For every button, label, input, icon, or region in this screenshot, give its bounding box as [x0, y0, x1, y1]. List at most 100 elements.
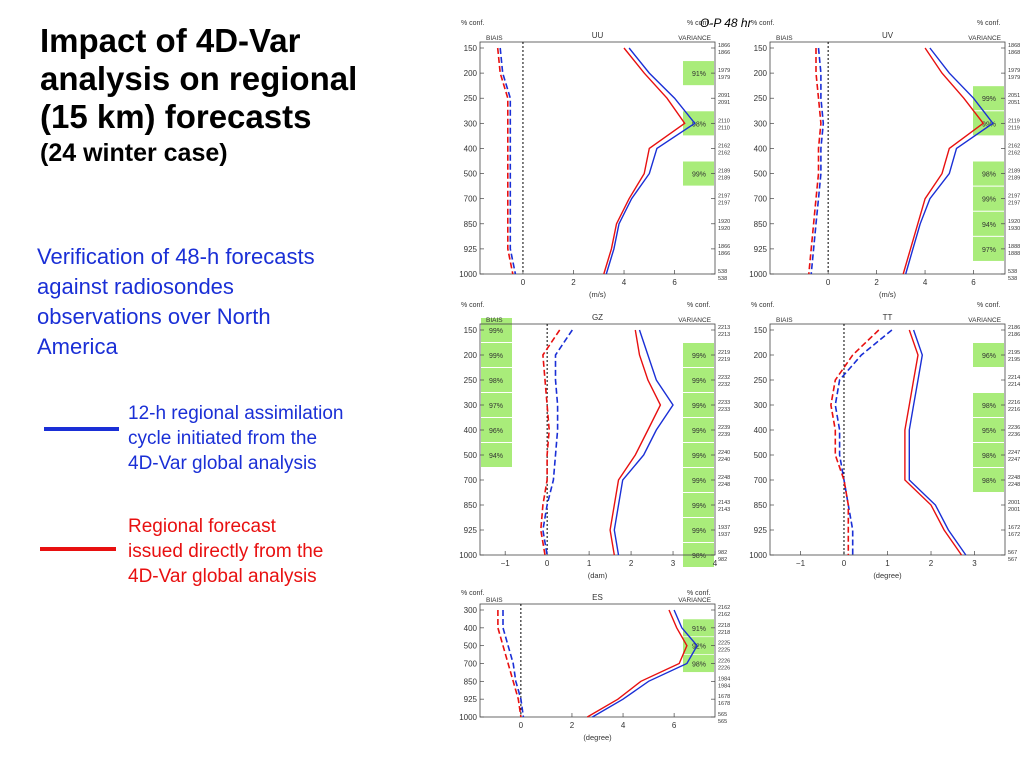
significance-box	[683, 343, 714, 367]
count-label: 2189	[718, 169, 730, 175]
count-label: 1979	[1008, 68, 1020, 74]
count-label: 2195	[1008, 350, 1020, 356]
count-label: 2216	[1008, 407, 1020, 413]
significance-label: 98%	[692, 553, 706, 560]
level-tick-label: 500	[754, 170, 768, 179]
x-tick-label: 0	[519, 721, 524, 730]
count-label: 2186	[1008, 325, 1020, 331]
chart-tt: 96% 98% 95% 98% 98% % conf. % conf. BIAIS VARIAN…	[749, 302, 1020, 580]
legend-text-line: 4D-Var global analysis	[128, 566, 317, 587]
significance-box	[683, 637, 714, 655]
variance-line-red	[609, 329, 662, 556]
legend-text-line: 4D-Var global analysis	[128, 453, 317, 474]
count-label: 2248	[718, 482, 730, 488]
count-label: 1920	[718, 219, 730, 225]
level-tick-label: 1000	[749, 270, 767, 279]
level-tick-label: 250	[754, 94, 768, 103]
count-label: 2226	[718, 666, 730, 672]
count-label: 2197	[718, 194, 730, 200]
level-tick-label: 925	[464, 695, 478, 704]
significance-label: 97%	[982, 247, 996, 254]
variance-line-red	[904, 329, 963, 556]
count-label: 1868	[1008, 43, 1020, 49]
level-tick-label: 300	[464, 606, 478, 615]
significance-label: 99%	[692, 353, 706, 360]
significance-box	[683, 161, 714, 186]
bias-line-red	[830, 329, 880, 555]
count-label: 2197	[1008, 194, 1020, 200]
description-line: against radiosondes	[37, 274, 234, 299]
count-label: 2162	[718, 143, 730, 149]
significance-box	[683, 619, 714, 637]
variance-line-blue	[905, 47, 994, 275]
legend-red-line	[40, 547, 116, 551]
significance-box	[481, 368, 512, 392]
significance-label: 99%	[692, 172, 706, 179]
count-label: 2216	[1008, 400, 1020, 406]
x-axis-label: (dam)	[588, 571, 608, 580]
bias-line-blue	[502, 610, 525, 718]
level-tick-label: 850	[464, 677, 478, 686]
significance-label: 96%	[489, 428, 503, 435]
count-label: 2001	[1008, 507, 1020, 513]
significance-box	[683, 518, 714, 542]
count-label: 1937	[718, 525, 730, 531]
count-label: 1672	[1008, 525, 1020, 531]
x-tick-label: 2	[570, 721, 575, 730]
count-label: 2233	[718, 400, 730, 406]
significance-box	[973, 468, 1004, 492]
level-tick-label: 200	[754, 351, 768, 360]
significance-label: 94%	[982, 222, 996, 229]
x-tick-label: 4	[621, 721, 626, 730]
pct-conf-label-right: % conf.	[687, 590, 710, 597]
level-tick-label: 925	[464, 526, 478, 535]
variance-line-blue	[613, 329, 674, 556]
variance-line-blue	[908, 329, 967, 556]
significance-label: 98%	[692, 662, 706, 669]
count-label: 1888	[1008, 244, 1020, 250]
count-label: 1888	[1008, 251, 1020, 257]
significance-label: 99%	[692, 378, 706, 385]
significance-label: 99%	[982, 96, 996, 103]
level-tick-label: 500	[754, 451, 768, 460]
pct-conf-label-right: % conf.	[977, 302, 1000, 309]
count-label: 2213	[718, 325, 730, 331]
significance-box	[973, 443, 1004, 467]
pct-conf-label-right: % conf.	[687, 20, 710, 27]
level-tick-label: 925	[754, 526, 768, 535]
count-label: 2051	[1008, 100, 1020, 106]
level-tick-label: 500	[464, 451, 478, 460]
count-label: 1868	[1008, 50, 1020, 56]
significance-box	[683, 468, 714, 492]
bias-line-red	[497, 610, 522, 718]
bias-line-blue	[542, 329, 573, 556]
level-tick-label: 700	[464, 660, 478, 669]
overlay-title: O-P 48 hr	[700, 16, 753, 30]
pct-conf-label-right: % conf.	[687, 302, 710, 309]
description-line: Verification of 48-h forecasts	[37, 244, 315, 269]
count-label: 565	[718, 719, 727, 725]
variance-line-red	[902, 47, 985, 275]
pct-conf-label-left: % conf.	[751, 302, 774, 309]
count-label: 2248	[1008, 482, 1020, 488]
significance-box	[683, 654, 714, 673]
significance-box	[683, 368, 714, 392]
significance-label: 99%	[692, 528, 706, 535]
level-tick-label: 1000	[459, 713, 477, 722]
count-label: 2218	[718, 630, 730, 636]
count-label: 567	[1008, 550, 1017, 556]
plot-frame	[479, 41, 716, 275]
level-tick-label: 700	[754, 195, 768, 204]
significance-box	[683, 393, 714, 417]
x-tick-label: 4	[622, 278, 627, 287]
count-label: 2214	[1008, 382, 1020, 388]
level-tick-label: 300	[754, 401, 768, 410]
significance-box	[973, 393, 1004, 417]
count-label: 1979	[718, 75, 730, 81]
count-label: 538	[1008, 276, 1017, 282]
variance-line-blue	[592, 609, 698, 718]
count-label: 2225	[718, 648, 730, 654]
count-label: 1979	[1008, 75, 1020, 81]
significance-box	[683, 443, 714, 467]
significance-box	[973, 186, 1004, 211]
